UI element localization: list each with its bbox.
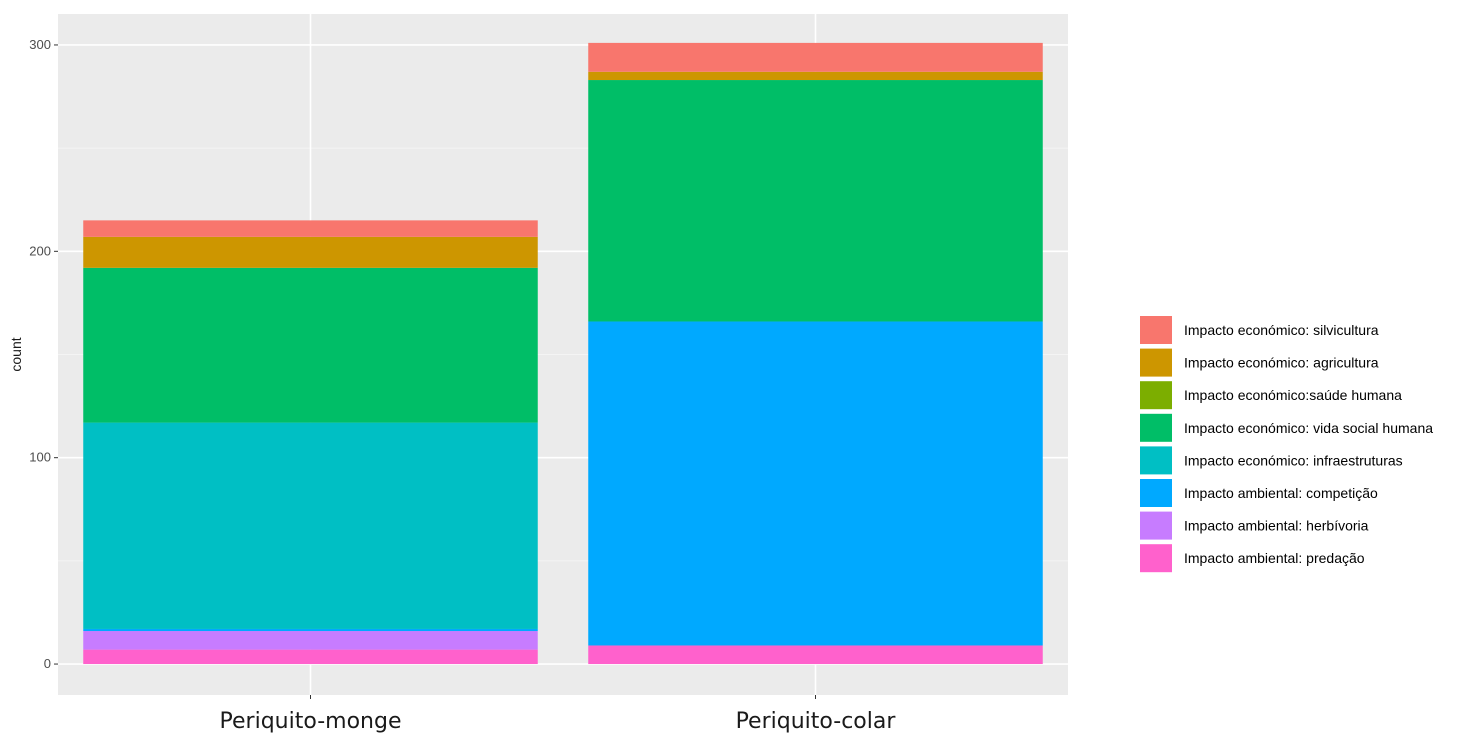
bar-segment — [83, 628, 538, 632]
legend-label: Impacto económico:saúde humana — [1184, 387, 1402, 403]
bar-segment — [83, 267, 538, 423]
legend-label: Impacto económico: agricultura — [1184, 355, 1379, 371]
bar-segment — [588, 42, 1043, 72]
legend-key — [1140, 544, 1172, 573]
bar-segment — [83, 631, 538, 650]
legend-label: Impacto ambiental: herbívoria — [1184, 518, 1369, 534]
bar-segment — [83, 649, 538, 665]
y-axis-title: count — [8, 337, 24, 371]
y-tick-label: 100 — [29, 450, 51, 465]
bar-segment — [588, 645, 1043, 665]
y-axis: 0 100 200 300 — [29, 37, 58, 671]
bar-segment — [83, 220, 538, 237]
bar-segment — [83, 422, 538, 629]
y-tick-label: 300 — [29, 37, 51, 52]
bar-segments — [83, 42, 1043, 665]
legend-key — [1140, 446, 1172, 475]
bar-segment — [588, 71, 1043, 81]
legend-key — [1140, 348, 1172, 377]
x-tick-label: Periquito-colar — [736, 709, 897, 734]
bar-segment — [83, 236, 538, 268]
legend-label: Impacto económico: infraestruturas — [1184, 452, 1403, 468]
y-tick-label: 200 — [29, 243, 51, 258]
legend-key — [1140, 479, 1172, 507]
legend-label: Impacto económico: silvicultura — [1184, 322, 1379, 338]
bar-segment — [588, 321, 1043, 646]
x-axis: Periquito-monge Periquito-colar — [220, 695, 897, 734]
legend-label: Impacto ambiental: predação — [1184, 550, 1365, 566]
legend-label: Impacto económico: vida social humana — [1184, 420, 1433, 436]
legend-key — [1140, 381, 1172, 410]
legend-key — [1140, 316, 1172, 344]
legend-key — [1140, 511, 1172, 540]
bar-segment — [588, 80, 1043, 322]
legend-key — [1140, 413, 1172, 442]
y-tick-label: 0 — [44, 656, 51, 671]
x-tick-label: Periquito-monge — [220, 709, 402, 734]
legend-label: Impacto ambiental: competição — [1184, 485, 1378, 501]
legend: Impacto económico: silvicultura Impacto e… — [1140, 316, 1433, 573]
